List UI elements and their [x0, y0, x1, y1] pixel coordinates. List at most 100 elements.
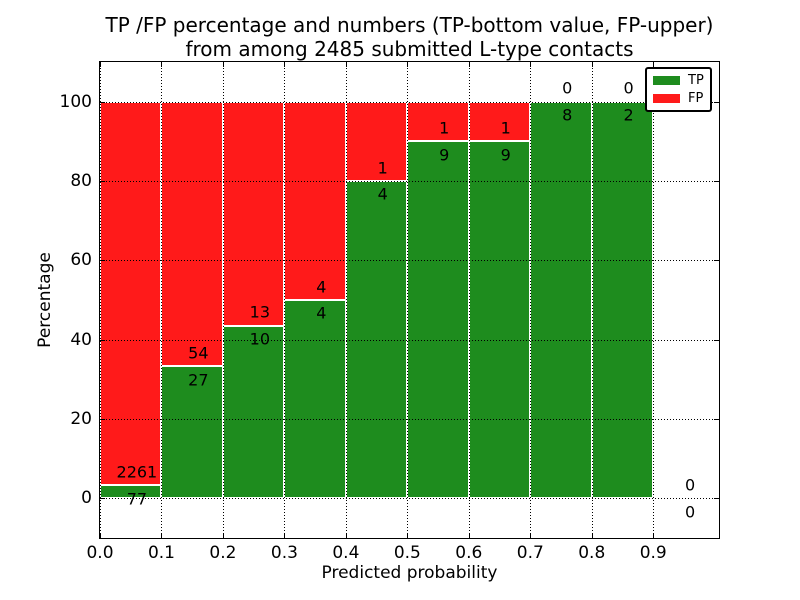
v-gridline-0.4 [345, 62, 347, 538]
y-tick-left [100, 498, 105, 500]
fp-count-label-8: 0 [623, 78, 634, 98]
h-gridline-0 [100, 498, 719, 500]
x-tick-bottom [345, 533, 347, 538]
y-tick-right [714, 260, 719, 262]
tp-count-label-3: 4 [316, 303, 327, 323]
tp-bar-7 [530, 101, 592, 499]
v-gridline-0.7 [530, 62, 532, 538]
y-tick-label-40: 40 [70, 329, 92, 350]
fp-bar-5 [407, 101, 469, 142]
fp-count-label-7: 0 [562, 78, 573, 98]
h-gridline-60 [100, 260, 719, 262]
y-tick-right [714, 101, 719, 103]
y-tick-label-0: 0 [81, 488, 92, 509]
x-tick-bottom [100, 533, 101, 538]
legend: TP FP [645, 67, 712, 112]
legend-entry-fp: FP [653, 92, 704, 105]
v-gridline-0 [100, 62, 101, 538]
legend-label-tp: TP [688, 73, 704, 88]
y-tick-right [714, 498, 719, 500]
v-gridline-0.5 [407, 62, 409, 538]
y-tick-left [100, 181, 105, 182]
x-tick-label-0.8: 0.8 [578, 543, 606, 563]
fp-swatch-icon [653, 94, 680, 103]
v-gridline-0.3 [284, 62, 286, 538]
x-tick-label-0.0: 0.0 [86, 543, 114, 563]
h-gridline-100 [100, 101, 719, 103]
x-tick-bottom [222, 533, 224, 538]
fp-bar-6 [468, 101, 531, 142]
x-tick-top [468, 62, 470, 67]
tp-bar-2 [222, 325, 285, 499]
fp-count-label-3: 4 [316, 277, 327, 296]
x-tick-top [653, 62, 655, 67]
chart-title: TP /FP percentage and numbers (TP-bottom… [100, 13, 719, 61]
y-tick-left [100, 339, 105, 341]
x-tick-bottom [591, 533, 593, 538]
x-tick-bottom [468, 533, 470, 538]
y-tick-left [100, 101, 105, 103]
x-tick-top [407, 62, 409, 67]
tp-bar-3 [284, 300, 346, 499]
h-gridline-40 [100, 339, 719, 341]
x-tick-label-0.2: 0.2 [209, 543, 237, 563]
fp-bar-0 [100, 101, 162, 486]
x-tick-label-0.1: 0.1 [147, 543, 175, 563]
y-tick-right [714, 339, 719, 341]
x-tick-label-0.7: 0.7 [516, 543, 544, 563]
x-tick-label-0.6: 0.6 [455, 543, 483, 563]
v-gridline-0.6 [468, 62, 470, 538]
tp-count-label-8: 2 [623, 105, 634, 125]
tp-count-label-2: 10 [249, 329, 270, 349]
x-tick-top [345, 62, 347, 67]
x-tick-bottom [530, 533, 532, 538]
chart-title-line2: from among 2485 submitted L-type contact… [185, 37, 634, 61]
tp-count-label-4: 4 [377, 184, 388, 204]
x-tick-top [161, 62, 163, 67]
tp-count-label-7: 8 [562, 105, 573, 125]
tp-bar-5 [407, 141, 469, 499]
tp-swatch-icon [653, 76, 680, 85]
x-axis-title: Predicted probability [321, 563, 498, 583]
x-tick-bottom [407, 533, 409, 538]
y-tick-left [100, 260, 105, 262]
fp-count-label-4: 1 [377, 158, 388, 177]
fp-count-label-6: 1 [500, 118, 511, 138]
fp-bar-3 [284, 101, 346, 300]
v-gridline-0.1 [161, 62, 163, 538]
legend-label-fp: FP [688, 91, 704, 106]
y-tick-label-80: 80 [70, 171, 92, 191]
v-gridline-0.9 [653, 62, 655, 538]
y-tick-right [714, 181, 719, 182]
fp-bar-4 [345, 101, 408, 181]
fp-count-label-5: 1 [439, 118, 450, 138]
y-tick-left [100, 419, 105, 420]
x-tick-label-0.5: 0.5 [393, 543, 421, 563]
fp-count-label-2: 13 [249, 302, 270, 322]
tp-count-label-5: 9 [439, 145, 450, 165]
h-gridline-20 [100, 419, 719, 420]
y-tick-label-20: 20 [70, 409, 92, 429]
h-gridline-80 [100, 181, 719, 182]
y-tick-label-60: 60 [70, 250, 92, 271]
fp-bar-1 [161, 101, 223, 367]
fp-count-label-1: 54 [188, 343, 209, 363]
x-tick-label-0.4: 0.4 [332, 543, 360, 563]
fp-bar-2 [222, 101, 285, 326]
x-tick-top [100, 62, 101, 67]
x-tick-top [222, 62, 224, 67]
x-tick-bottom [161, 533, 163, 538]
fp-count-label-9: 0 [685, 475, 696, 495]
tp-count-label-9: 0 [685, 502, 696, 522]
tp-count-label-6: 9 [500, 145, 511, 165]
y-tick-label-100: 100 [59, 91, 92, 112]
x-tick-bottom [284, 533, 286, 538]
y-tick-right [714, 419, 719, 420]
chart-title-line1: TP /FP percentage and numbers (TP-bottom… [105, 13, 714, 37]
x-tick-label-0.9: 0.9 [639, 543, 667, 563]
tp-bar-1 [161, 366, 223, 499]
plot-area: 2261 77 54 27 13 10 4 4 1 4 1 9 1 9 0 8 0 2 0 0 [99, 61, 720, 539]
v-gridline-0.2 [222, 62, 224, 538]
fp-count-label-0: 2261 [116, 462, 158, 482]
